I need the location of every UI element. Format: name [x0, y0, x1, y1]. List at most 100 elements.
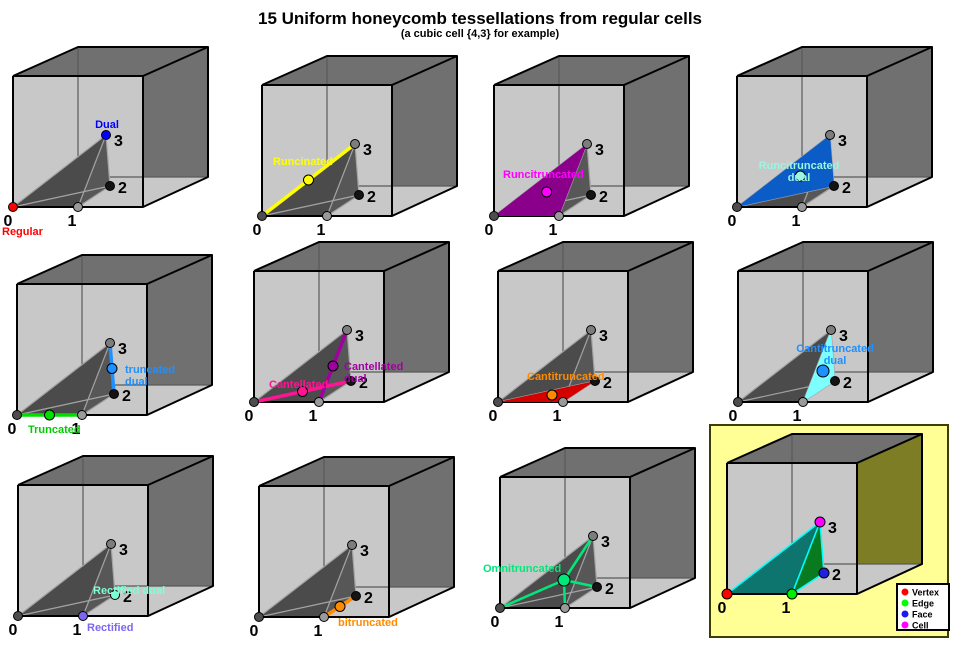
vertex-dot-0 [249, 397, 259, 407]
legend-label: Face [912, 610, 933, 620]
vertex-dot-3 [814, 516, 826, 528]
point-number-label-3: 3 [839, 328, 848, 345]
cube-right-face [143, 47, 208, 177]
cube-right-face [392, 56, 457, 186]
vertex-dot-3 [347, 540, 357, 550]
panel-name-label: Regular [2, 226, 44, 238]
vertex-dot-3 [105, 338, 115, 348]
tetrahedron-edges [499, 534, 598, 609]
panel-name-label: dual [125, 376, 148, 388]
vertex-dot-0 [732, 202, 742, 212]
point-number-label-0: 0 [4, 213, 13, 230]
point-number-label-1: 1 [317, 222, 326, 239]
point-number-label-1: 1 [793, 408, 802, 425]
vertex-dot-3 [106, 539, 116, 549]
point-number-label-0: 0 [250, 623, 259, 640]
point-number-label-1: 1 [792, 213, 801, 230]
point-number-label-2: 2 [842, 180, 851, 197]
point-number-label-1: 1 [314, 623, 323, 640]
point-number-label-3: 3 [828, 520, 837, 537]
vertex-dot-2 [829, 181, 839, 191]
panel-name-label: Rectified [87, 622, 133, 634]
highlight-face-dot [541, 186, 553, 198]
vertex-dot-0 [495, 603, 505, 613]
point-number-label-2: 2 [603, 375, 612, 392]
point-number-label-0: 0 [245, 408, 254, 425]
panel-name-label: Truncated [28, 424, 81, 436]
point-number-label-3: 3 [355, 328, 364, 345]
panel-name-label: Omnitruncated [483, 563, 561, 575]
highlight-face-dot [546, 389, 558, 401]
point-number-label-1: 1 [782, 600, 791, 617]
vertex-dot-0 [13, 611, 23, 621]
vertex-dot-3 [101, 130, 111, 140]
vertex-dot-1 [797, 202, 807, 212]
vertex-dot-2 [109, 389, 119, 399]
legend-dot [901, 588, 909, 596]
highlight-segment-dot [106, 363, 118, 374]
point-number-label-3: 3 [838, 133, 847, 150]
panel-cantitruncated: 0 1 2 3 Cantitruncated [489, 241, 694, 425]
characteristic-tetrahedron [82, 343, 114, 415]
point-number-label-3: 3 [119, 542, 128, 559]
vertex-dot-2 [346, 376, 356, 386]
panel-name-label: dual [824, 355, 847, 367]
highlight-segment-dot [303, 174, 314, 186]
point-number-label-0: 0 [485, 222, 494, 239]
point-number-label-0: 0 [491, 614, 500, 631]
vertex-dot-1 [558, 397, 568, 407]
vertex-dot-0 [733, 397, 743, 407]
point-number-label-0: 0 [729, 408, 738, 425]
vertex-dot-2 [592, 582, 602, 592]
legend-label: Vertex [912, 588, 939, 598]
highlight-segment-dot [334, 601, 346, 612]
point-number-label-0: 0 [489, 408, 498, 425]
point-number-label-3: 3 [360, 543, 369, 560]
point-number-label-3: 3 [363, 142, 372, 159]
panel-name-label: Dual [95, 119, 119, 131]
panel-name-label: dual [344, 373, 367, 385]
cube-right-face [624, 56, 689, 186]
vertex-dot-3 [825, 130, 835, 140]
point-number-label-2: 2 [605, 581, 614, 598]
point-number-label-0: 0 [718, 600, 727, 617]
point-number-label-1: 1 [549, 222, 558, 239]
vertex-dot-0 [12, 410, 22, 420]
vertex-dot-3 [588, 531, 598, 541]
point-number-label-2: 2 [832, 567, 841, 584]
panel-bitruncated: 0 1 2 3 bitruncated [250, 456, 455, 640]
characteristic-tetrahedron [792, 522, 824, 594]
point-number-label-0: 0 [728, 213, 737, 230]
legend-dot [901, 621, 909, 629]
panel-runcitruncated: 0 1 2 3 Runcitruncated [485, 55, 690, 239]
characteristic-tetrahedron [559, 144, 591, 216]
point-number-label-1: 1 [555, 614, 564, 631]
point-number-label-1: 1 [553, 408, 562, 425]
point-number-label-3: 3 [118, 341, 127, 358]
vertex-dot-1 [560, 603, 570, 613]
point-number-label-3: 3 [601, 534, 610, 551]
characteristic-tetrahedron [565, 536, 597, 608]
tetrahedron-edges [17, 542, 116, 617]
panel-name-label: Cantellated [344, 361, 403, 373]
vertex-dot-1 [798, 397, 808, 407]
panel-name-label: Runcinated [273, 156, 333, 168]
point-number-label-2: 2 [843, 375, 852, 392]
diagram-subtitle: (a cubic cell {4,3} for example) [400, 28, 560, 40]
cube-right-face [857, 434, 922, 564]
highlight-segment-dot [327, 360, 339, 372]
panel-name-label: Runcitruncated [759, 160, 840, 172]
characteristic-tetrahedron [83, 544, 115, 616]
vertex-dot-3 [350, 139, 360, 149]
legend-label: Cell [912, 621, 929, 631]
cube-right-face [628, 242, 693, 372]
highlight-face [494, 144, 587, 216]
vertex-dot-3 [342, 325, 352, 335]
vertex-dot-1 [554, 211, 564, 221]
